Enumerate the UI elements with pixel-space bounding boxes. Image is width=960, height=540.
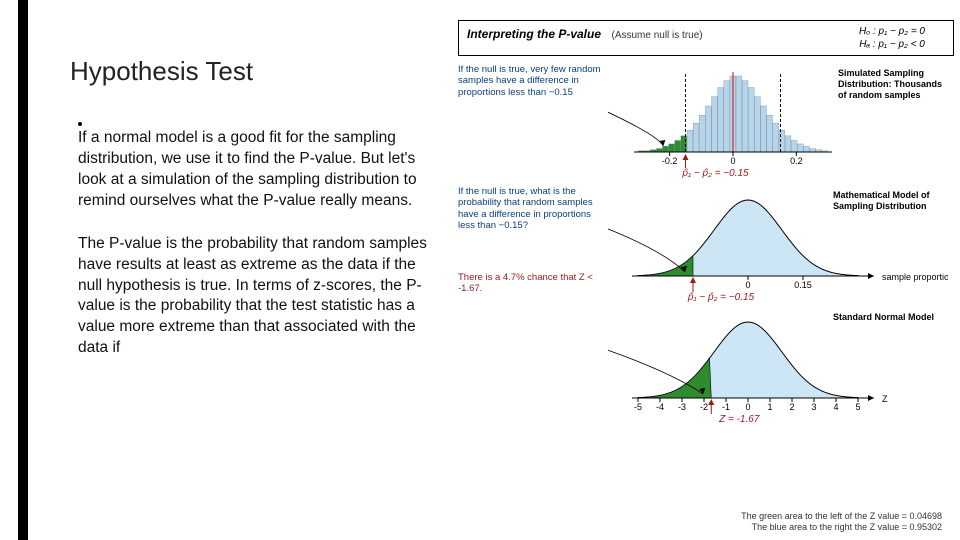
interp-assume: (Assume null is true): [611, 30, 702, 41]
left-column: If a normal model is a good fit for the …: [78, 128, 433, 381]
paragraph-1: If a normal model is a good fit for the …: [78, 128, 433, 212]
curve3-svg: -5 -4 -3 -2 -1 0 1 2 3 4 5 Z Z = -1.67: [608, 308, 948, 424]
svg-text:Z = -1.67: Z = -1.67: [718, 414, 760, 424]
null-hypothesis: Hₒ : p₁ − p₂ = 0: [859, 25, 925, 38]
interp-title: Interpreting the P-value: [467, 27, 601, 41]
svg-text:-4: -4: [656, 402, 664, 412]
page-title: Hypothesis Test: [70, 56, 253, 87]
svg-text:5: 5: [855, 402, 860, 412]
svg-text:Z: Z: [882, 394, 888, 404]
green-area-text: The green area to the left of the Z valu…: [741, 511, 942, 523]
right-column: Interpreting the P-value (Assume null is…: [458, 20, 954, 430]
alt-hypothesis: Hₐ : p₁ − p₂ < 0: [859, 38, 925, 51]
note-2-text: If the null is true, what is the probabi…: [458, 186, 602, 232]
svg-text:p̂₁ − p̂₂ = −0.15: p̂₁ − p̂₂ = −0.15: [681, 167, 749, 179]
interpretation-box: Interpreting the P-value (Assume null is…: [458, 20, 954, 56]
note-2-chance: There is a 4.7% chance that Z < -1.67.: [458, 272, 602, 295]
svg-text:-1: -1: [722, 402, 730, 412]
chart-title-2: Mathematical Model of Sampling Distribut…: [833, 190, 948, 212]
chart-title-1: Simulated Sampling Distribution: Thousan…: [838, 68, 948, 100]
note-3-spacer: [458, 308, 608, 424]
svg-text:-2: -2: [700, 402, 708, 412]
note-1: If the null is true, very few random sam…: [458, 64, 608, 180]
std-normal-chart: Standard Normal Model -5 -4 -3 -2 -1 0 1 2 3 4 5 Z Z…: [608, 308, 948, 424]
section-histogram: If the null is true, very few random sam…: [458, 64, 954, 180]
svg-text:p̂₁ − p̂₂ = −0.15: p̂₁ − p̂₂ = −0.15: [687, 291, 755, 302]
svg-text:2: 2: [789, 402, 794, 412]
svg-text:0: 0: [745, 280, 750, 290]
hypotheses: Hₒ : p₁ − p₂ = 0 Hₐ : p₁ − p₂ < 0: [859, 25, 925, 51]
svg-text:1: 1: [767, 402, 772, 412]
chart-title-3: Standard Normal Model: [833, 312, 948, 323]
svg-text:-3: -3: [678, 402, 686, 412]
section-math-model: If the null is true, what is the probabi…: [458, 186, 954, 302]
footer-stats: The green area to the left of the Z valu…: [741, 511, 942, 534]
math-model-chart: Mathematical Model of Sampling Distribut…: [608, 186, 948, 302]
histogram-chart: Simulated Sampling Distribution: Thousan…: [608, 64, 948, 180]
paragraph-2: The P-value is the probability that rand…: [78, 234, 433, 360]
svg-text:0.15: 0.15: [794, 280, 812, 290]
svg-text:4: 4: [833, 402, 838, 412]
svg-text:0: 0: [745, 402, 750, 412]
svg-text:0.2: 0.2: [790, 156, 803, 166]
svg-text:3: 3: [811, 402, 816, 412]
svg-text:-0.2: -0.2: [662, 156, 678, 166]
svg-text:-5: -5: [634, 402, 642, 412]
blue-area-text: The blue area to the right the Z value =…: [741, 522, 942, 534]
section-std-normal: Standard Normal Model -5 -4 -3 -2 -1 0 1 2 3 4 5 Z Z…: [458, 308, 954, 424]
bullet-dot: [78, 122, 82, 126]
accent-bar: [18, 0, 28, 540]
svg-text:0: 0: [730, 156, 735, 166]
note-2: If the null is true, what is the probabi…: [458, 186, 608, 302]
svg-text:sample proportions: sample proportions: [882, 272, 948, 282]
